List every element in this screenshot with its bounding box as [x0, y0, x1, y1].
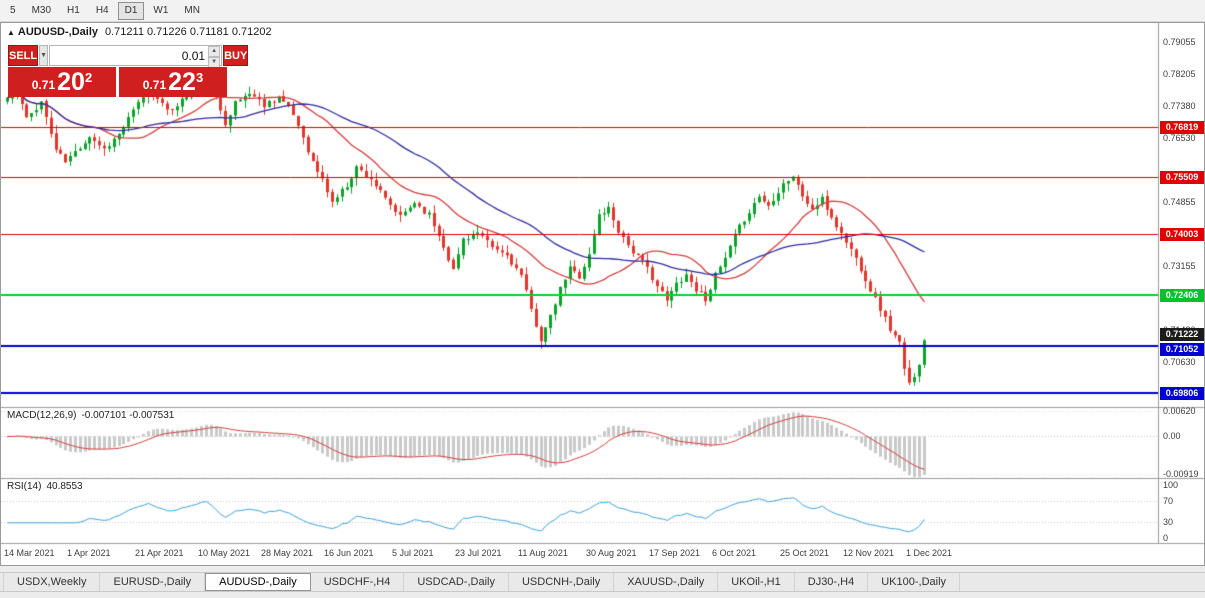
chart-tab-usdcad-daily[interactable]: USDCAD-,Daily [404, 573, 509, 591]
price-badge: 0.75509 [1160, 170, 1204, 184]
chart-tab-usdchf-h4[interactable]: USDCHF-,H4 [311, 573, 405, 591]
chart-tab-audusd-daily[interactable]: AUDUSD-,Daily [205, 573, 311, 591]
rsi-axis-tick: 0 [1163, 532, 1169, 543]
rsi-axis-tick: 30 [1163, 517, 1174, 528]
date-axis-label: 25 Oct 2021 [780, 548, 830, 558]
symbol-icon: ▲ [7, 28, 15, 37]
date-axis-label: 21 Apr 2021 [135, 548, 184, 558]
macd-axis-tick: 0.00 [1163, 431, 1181, 442]
date-axis-label: 1 Dec 2021 [906, 548, 953, 558]
buy-price-sup: 3 [195, 70, 204, 85]
timeframe-button-w1[interactable]: W1 [153, 5, 169, 16]
rsi-name: RSI(14) [7, 481, 42, 492]
volume-field: ▲ ▼ [49, 45, 223, 68]
macd-name: MACD(12,26,9) [7, 410, 77, 421]
trade-prices-row: 0.71 20 2 0.71 22 3 [8, 67, 227, 97]
buy-price-base: 0.71 [142, 78, 167, 92]
date-axis-label: 28 May 2021 [261, 548, 314, 558]
trade-controls-row: SELL ▼ ▲ ▼ BUY [8, 45, 249, 68]
rsi-value: 40.8553 [46, 481, 83, 492]
chart-tab-dj30-h4[interactable]: DJ30-,H4 [795, 573, 869, 591]
chart-tab-uk100-daily[interactable]: UK100-,Daily [868, 573, 961, 591]
chart-window: ▲ AUDUSD-,Daily 0.71211 0.71226 0.71181 0.… [0, 22, 1205, 566]
rsi-axis-tick: 100 [1163, 480, 1179, 491]
chevron-down-icon: ▼ [40, 52, 48, 59]
date-axis[interactable]: 14 Mar 2021 1 Apr 2021 21 Apr 2021 10 May 2… [1, 544, 1159, 565]
volume-input[interactable] [50, 47, 209, 64]
chart-tab-xauusd-daily[interactable]: XAUUSD-,Daily [614, 573, 719, 591]
buy-price-big: 22 [168, 68, 196, 96]
buy-button[interactable]: BUY [223, 45, 249, 66]
timeframe-button-m30[interactable]: M30 [31, 5, 52, 16]
sell-price-big: 20 [57, 68, 85, 96]
date-axis-label: 30 Aug 2021 [586, 548, 637, 558]
macd-indicator-label: MACD(12,26,9) -0.007101 -0.007531 [7, 410, 174, 421]
timeframe-button-d1[interactable]: D1 [117, 1, 145, 20]
price-badge: 0.69806 [1160, 387, 1204, 401]
timeframe-button-h4[interactable]: H4 [95, 5, 109, 16]
date-axis-label: 6 Oct 2021 [712, 548, 757, 558]
price-axis-tick: 0.74855 [1163, 196, 1196, 207]
price-axis-tick: 0.73155 [1163, 261, 1196, 272]
price-badge: 0.74003 [1160, 227, 1204, 241]
macd-axis-tick: 0.00620 [1163, 406, 1196, 417]
chart-tab-eurusd-daily[interactable]: EURUSD-,Daily [100, 573, 206, 591]
date-axis-label: 5 Jul 2021 [392, 548, 434, 558]
chart-tab-usdcnh-daily[interactable]: USDCNH-,Daily [509, 573, 615, 591]
chart-title: ▲ AUDUSD-,Daily 0.71211 0.71226 0.71181 0.… [7, 26, 272, 38]
macd-values: -0.007101 -0.007531 [81, 410, 175, 421]
chart-tab-ukoil-h1[interactable]: UKOil-,H1 [718, 573, 795, 591]
sell-button[interactable]: SELL [8, 45, 39, 66]
price-axis-tick: 0.76530 [1163, 132, 1196, 143]
symbol-label: AUDUSD-,Daily [17, 26, 98, 38]
timeframe-button-h1[interactable]: H1 [67, 5, 80, 16]
price-badge: 0.71052 [1160, 343, 1204, 357]
price-axis-tick: 0.79055 [1163, 36, 1196, 47]
price-badge: 0.71222 [1160, 327, 1204, 341]
price-chart-canvas[interactable] [1, 23, 1204, 565]
volume-dropdown-button[interactable]: ▼ [39, 45, 49, 66]
date-axis-label: 14 Mar 2021 [4, 548, 55, 558]
date-axis-label: 11 Aug 2021 [518, 548, 568, 558]
volume-stepper: ▲ ▼ [208, 46, 221, 68]
date-axis-label: 17 Sep 2021 [649, 548, 701, 558]
chart-tab-usdx-weekly[interactable]: USDX,Weekly [3, 573, 101, 591]
ohlc-values: 0.71211 0.71226 0.71181 0.71202 [105, 26, 272, 38]
price-axis-tick: 0.70630 [1163, 357, 1196, 368]
sell-price-base: 0.71 [31, 78, 56, 92]
price-axis[interactable]: 0.79055 0.78205 0.77380 0.76530 0.74855 0.731… [1159, 23, 1204, 544]
date-axis-label: 1 Apr 2021 [67, 548, 111, 558]
rsi-indicator-label: RSI(14) 40.8553 [7, 481, 83, 492]
price-badge: 0.76819 [1160, 120, 1204, 134]
sell-price-display[interactable]: 0.71 20 2 [8, 67, 116, 97]
price-axis-tick: 0.77380 [1163, 100, 1196, 111]
price-badge: 0.72406 [1160, 288, 1204, 302]
date-axis-label: 23 Jul 2021 [455, 548, 502, 558]
buy-price-display[interactable]: 0.71 22 3 [119, 67, 227, 97]
rsi-axis-tick: 70 [1163, 496, 1174, 507]
timeframe-button-5[interactable]: 5 [10, 5, 16, 16]
macd-axis-tick: -0.00919 [1163, 468, 1199, 479]
price-axis-tick: 0.78205 [1163, 69, 1196, 80]
date-axis-label: 12 Nov 2021 [843, 548, 895, 558]
volume-increase-button[interactable]: ▲ [208, 46, 221, 57]
timeframe-button-mn[interactable]: MN [184, 5, 200, 16]
date-axis-label: 10 May 2021 [198, 548, 251, 558]
sell-price-sup: 2 [84, 70, 93, 85]
chart-tabs-bar: USDX,Weekly EURUSD-,Daily AUDUSD-,Daily USD… [0, 572, 1205, 592]
date-axis-label: 16 Jun 2021 [324, 548, 374, 558]
timeframe-toolbar: 5 M30 H1 H4 D1 W1 MN [0, 0, 1205, 22]
